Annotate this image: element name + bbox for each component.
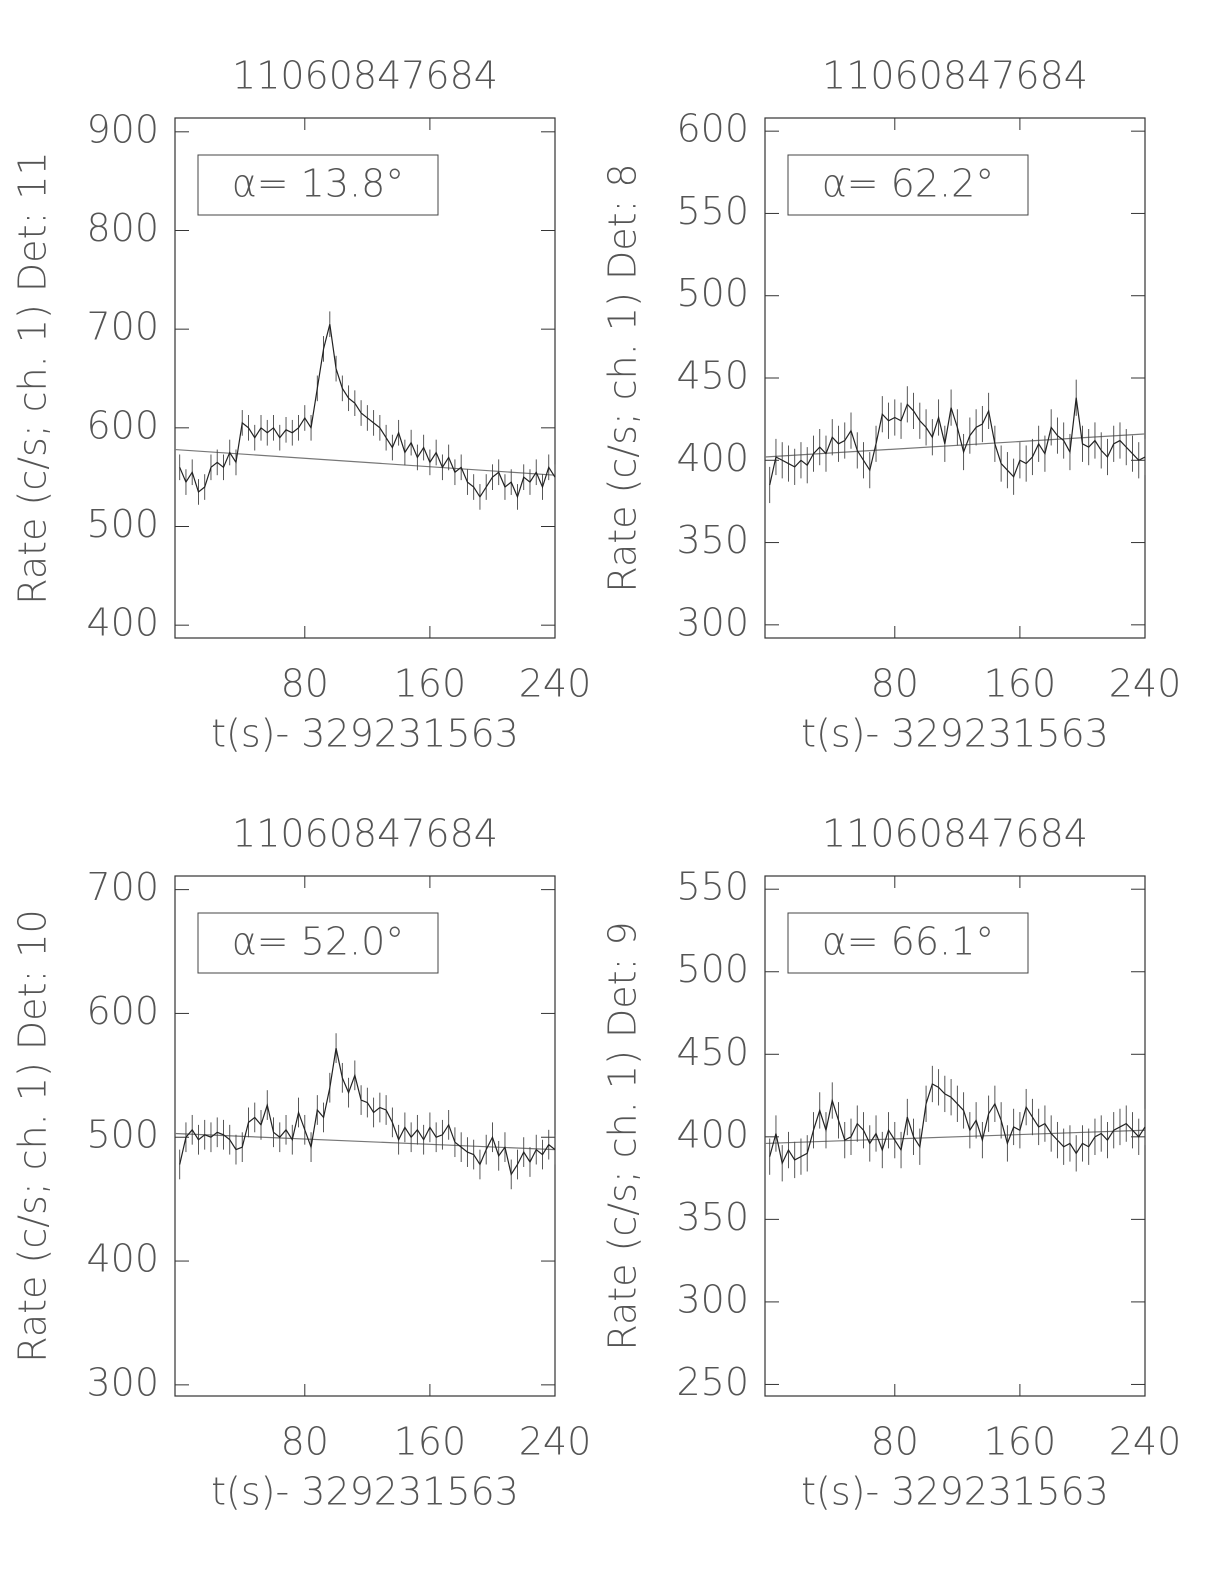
x-tick-label: 240 bbox=[519, 662, 592, 706]
x-axis-title: t(s)- 329231563 bbox=[801, 712, 1109, 756]
plot-frame bbox=[174, 117, 556, 639]
y-tick-label: 600 bbox=[86, 989, 159, 1033]
y-tick-label: 700 bbox=[86, 305, 159, 349]
y-tick-label: 300 bbox=[86, 1360, 159, 1404]
x-tick-label: 160 bbox=[394, 662, 467, 706]
annotation: α= 62.2° bbox=[822, 162, 995, 206]
chart-title: 11060847684 bbox=[822, 54, 1088, 98]
annotation: α= 66.1° bbox=[822, 920, 995, 964]
x-tick-label: 240 bbox=[1109, 1420, 1182, 1464]
y-tick-label: 700 bbox=[86, 865, 159, 909]
chart-title: 11060847684 bbox=[232, 54, 498, 98]
y-tick-label: 350 bbox=[676, 1195, 749, 1239]
y-tick-label: 600 bbox=[676, 107, 749, 151]
y-axis-title: Rate (c/s; ch. 1) Det: 8 bbox=[601, 163, 645, 592]
x-axis-title: t(s)- 329231563 bbox=[211, 1470, 519, 1514]
annotation-box bbox=[197, 154, 439, 216]
annotation-box bbox=[197, 912, 439, 974]
y-tick-label: 500 bbox=[676, 947, 749, 991]
x-tick-label: 80 bbox=[871, 662, 919, 706]
y-tick-label: 300 bbox=[676, 1277, 749, 1321]
annotation-box bbox=[787, 912, 1029, 974]
annotation: α= 52.0° bbox=[232, 920, 405, 964]
x-tick-label: 160 bbox=[394, 1420, 467, 1464]
fit-line bbox=[764, 433, 1146, 458]
y-tick-label: 450 bbox=[676, 1030, 749, 1074]
y-tick-label: 250 bbox=[676, 1360, 749, 1404]
x-tick-label: 240 bbox=[519, 1420, 592, 1464]
y-tick-label: 500 bbox=[676, 271, 749, 315]
y-tick-label: 400 bbox=[86, 601, 159, 645]
rate-line bbox=[769, 397, 1146, 486]
y-tick-label: 800 bbox=[86, 206, 159, 250]
y-axis-title: Rate (c/s; ch. 1) Det: 11 bbox=[11, 151, 55, 604]
y-tick-label: 500 bbox=[86, 1113, 159, 1157]
rate-line bbox=[179, 324, 556, 499]
y-tick-label: 300 bbox=[676, 600, 749, 644]
y-axis-title: Rate (c/s; ch. 1) Det: 10 bbox=[11, 909, 55, 1362]
chart-title: 11060847684 bbox=[822, 812, 1088, 856]
x-axis-title: t(s)- 329231563 bbox=[211, 712, 519, 756]
fit-line bbox=[764, 1129, 1146, 1145]
y-axis-title: Rate (c/s; ch. 1) Det: 9 bbox=[601, 921, 645, 1350]
annotation-box bbox=[787, 154, 1029, 216]
x-tick-label: 80 bbox=[281, 662, 329, 706]
fit-line bbox=[174, 1132, 556, 1151]
y-tick-label: 350 bbox=[676, 518, 749, 562]
x-tick-label: 160 bbox=[984, 662, 1057, 706]
y-tick-label: 500 bbox=[86, 502, 159, 546]
y-tick-label: 450 bbox=[676, 354, 749, 398]
y-tick-label: 550 bbox=[676, 865, 749, 909]
y-tick-label: 900 bbox=[86, 107, 159, 151]
x-tick-label: 160 bbox=[984, 1420, 1057, 1464]
fit-line bbox=[174, 448, 556, 476]
x-tick-label: 80 bbox=[871, 1420, 919, 1464]
rate-line bbox=[769, 1083, 1146, 1166]
rate-line bbox=[179, 1047, 556, 1176]
annotation: α= 13.8° bbox=[232, 162, 405, 206]
y-tick-label: 550 bbox=[676, 189, 749, 233]
y-tick-label: 400 bbox=[676, 1112, 749, 1156]
y-tick-label: 600 bbox=[86, 403, 159, 447]
y-tick-label: 400 bbox=[86, 1237, 159, 1281]
x-tick-label: 80 bbox=[281, 1420, 329, 1464]
x-tick-label: 240 bbox=[1109, 662, 1182, 706]
y-tick-label: 400 bbox=[676, 436, 749, 480]
chart-title: 11060847684 bbox=[232, 812, 498, 856]
x-axis-title: t(s)- 329231563 bbox=[801, 1470, 1109, 1514]
